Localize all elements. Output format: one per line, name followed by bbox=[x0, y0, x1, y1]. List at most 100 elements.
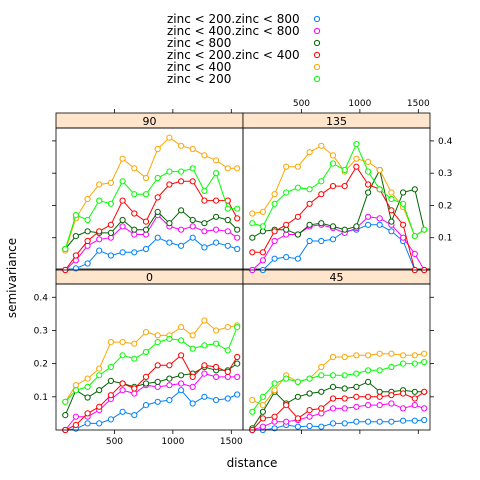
panel: 45 bbox=[242, 268, 431, 434]
data-point bbox=[306, 422, 313, 430]
data-point bbox=[294, 393, 301, 400]
data-point bbox=[234, 245, 241, 253]
data-point bbox=[107, 377, 115, 384]
data-point bbox=[213, 363, 220, 371]
data-point bbox=[107, 363, 115, 371]
data-point bbox=[107, 229, 115, 236]
legend-marker bbox=[313, 27, 321, 35]
panel-border bbox=[242, 127, 431, 271]
data-point bbox=[96, 236, 103, 243]
data-point bbox=[107, 416, 115, 423]
data-point bbox=[166, 397, 173, 404]
data-point bbox=[119, 223, 126, 230]
data-point bbox=[142, 226, 150, 233]
data-point bbox=[353, 393, 360, 400]
data-point bbox=[283, 189, 290, 196]
data-point bbox=[388, 392, 395, 399]
data-point bbox=[119, 178, 126, 185]
data-point bbox=[154, 362, 161, 369]
data-point bbox=[119, 387, 126, 394]
data-point bbox=[400, 189, 407, 196]
data-point bbox=[224, 373, 231, 380]
data-point bbox=[294, 213, 301, 220]
data-point bbox=[189, 383, 196, 390]
data-point bbox=[400, 352, 407, 359]
series-line bbox=[252, 145, 425, 237]
y-axis-label: semivariance bbox=[5, 238, 19, 318]
data-point bbox=[365, 168, 372, 175]
data-point bbox=[154, 332, 161, 339]
data-point bbox=[213, 226, 220, 233]
data-point bbox=[119, 155, 126, 162]
data-point bbox=[249, 408, 256, 415]
data-point bbox=[131, 210, 138, 217]
data-point bbox=[353, 383, 360, 390]
data-point bbox=[341, 405, 348, 412]
data-point bbox=[84, 216, 91, 224]
data-point bbox=[318, 372, 325, 379]
data-point bbox=[249, 234, 256, 241]
data-point bbox=[411, 417, 418, 424]
data-point bbox=[142, 191, 150, 198]
panel: 0 bbox=[55, 268, 244, 434]
panel-border bbox=[242, 283, 431, 431]
data-point bbox=[131, 385, 138, 392]
data-point bbox=[72, 252, 80, 259]
data-point bbox=[271, 228, 278, 235]
data-point bbox=[353, 223, 360, 230]
data-point bbox=[283, 402, 290, 409]
data-point bbox=[178, 168, 185, 175]
legend-marker bbox=[313, 63, 321, 71]
data-point bbox=[294, 255, 301, 262]
data-point bbox=[234, 360, 241, 367]
data-point bbox=[259, 408, 266, 415]
legend-marker bbox=[313, 51, 321, 59]
data-point bbox=[271, 387, 278, 394]
data-point bbox=[189, 234, 196, 241]
data-point bbox=[353, 403, 360, 410]
data-point bbox=[353, 155, 360, 162]
data-point bbox=[142, 174, 150, 182]
data-point bbox=[376, 221, 383, 228]
data-point bbox=[178, 352, 185, 359]
data-point bbox=[213, 213, 220, 220]
data-point bbox=[421, 405, 428, 412]
data-point bbox=[411, 395, 418, 402]
data-point bbox=[166, 220, 173, 227]
panel-strip-label: 0 bbox=[146, 271, 153, 284]
data-point bbox=[376, 367, 383, 374]
data-point bbox=[365, 367, 372, 374]
series-line bbox=[251, 361, 425, 413]
data-point bbox=[189, 216, 196, 224]
data-point bbox=[154, 194, 161, 201]
series-line bbox=[64, 209, 238, 250]
panel-strip-label: 90 bbox=[143, 115, 157, 128]
legend-marker bbox=[313, 75, 321, 83]
data-point bbox=[213, 197, 220, 204]
data-point bbox=[400, 221, 407, 228]
series-line bbox=[252, 224, 425, 271]
data-point bbox=[72, 413, 80, 420]
data-point bbox=[388, 207, 395, 214]
data-point bbox=[271, 418, 278, 425]
data-point bbox=[411, 402, 418, 409]
x-tick-label: 500 bbox=[106, 437, 123, 447]
data-point bbox=[154, 145, 161, 153]
data-point bbox=[271, 255, 278, 262]
data-point bbox=[294, 423, 301, 430]
data-point bbox=[341, 353, 348, 361]
panel-border bbox=[55, 283, 244, 431]
data-point bbox=[341, 166, 348, 174]
data-point bbox=[388, 400, 395, 407]
data-point bbox=[400, 200, 407, 207]
data-point bbox=[388, 418, 395, 425]
data-point bbox=[178, 324, 185, 331]
data-point bbox=[84, 394, 91, 401]
data-point bbox=[72, 382, 80, 389]
data-point bbox=[213, 170, 220, 177]
data-point bbox=[271, 237, 278, 245]
data-point bbox=[96, 387, 103, 394]
data-point bbox=[234, 324, 241, 331]
series-line bbox=[64, 326, 238, 403]
data-point bbox=[353, 370, 360, 377]
